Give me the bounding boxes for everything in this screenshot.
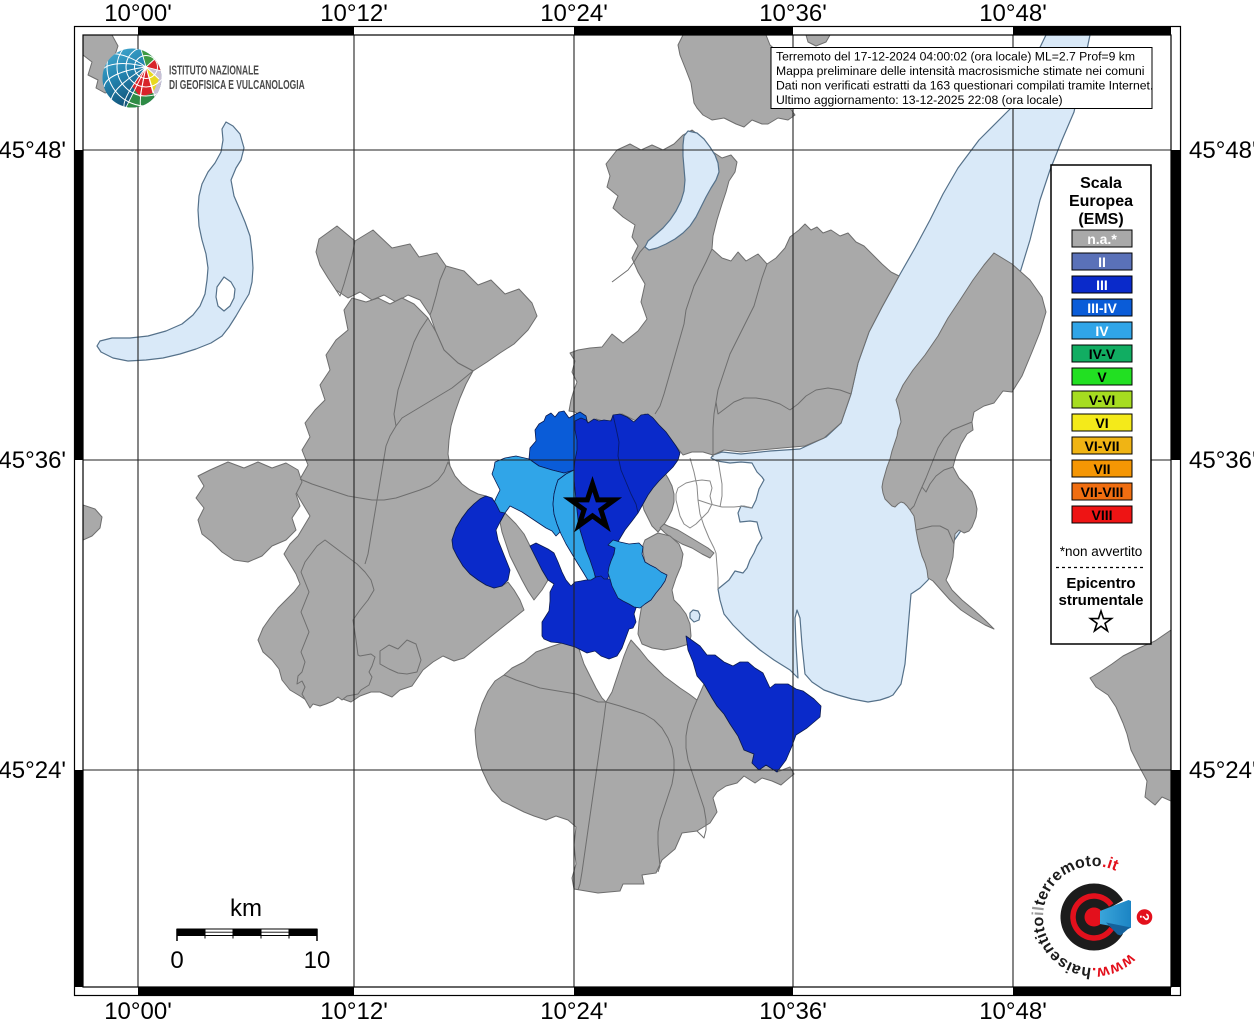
svg-text:II: II xyxy=(1098,254,1106,270)
svg-text:III: III xyxy=(1096,277,1108,293)
svg-text:45°48': 45°48' xyxy=(0,137,66,164)
svg-text:45°24': 45°24' xyxy=(1189,757,1254,784)
svg-text:45°48': 45°48' xyxy=(1189,137,1254,164)
svg-text:10°00': 10°00' xyxy=(104,0,172,27)
svg-text:VII-VIII: VII-VIII xyxy=(1081,484,1124,500)
svg-text:0: 0 xyxy=(170,947,183,974)
svg-text:Terremoto del 17-12-2024 04:00: Terremoto del 17-12-2024 04:00:02 (ora l… xyxy=(776,50,1135,64)
svg-text:10°00': 10°00' xyxy=(104,998,172,1024)
svg-text:10°24': 10°24' xyxy=(540,0,608,27)
svg-text:km: km xyxy=(230,895,262,922)
svg-text:10°12': 10°12' xyxy=(320,998,388,1024)
svg-text:ISTITUTO NAZIONALE: ISTITUTO NAZIONALE xyxy=(169,64,259,78)
svg-text:10°48': 10°48' xyxy=(979,0,1047,27)
svg-text:10: 10 xyxy=(304,947,331,974)
svg-text:V: V xyxy=(1097,369,1107,385)
svg-text:10°48': 10°48' xyxy=(979,998,1047,1024)
svg-text:VI-VII: VI-VII xyxy=(1084,438,1119,454)
svg-text:VIII: VIII xyxy=(1091,507,1112,523)
svg-text:DI GEOFISICA E VULCANOLOGIA: DI GEOFISICA E VULCANOLOGIA xyxy=(169,78,305,92)
svg-text:IV: IV xyxy=(1095,323,1109,339)
svg-text:Scala: Scala xyxy=(1080,175,1122,192)
svg-text:III-IV: III-IV xyxy=(1087,300,1117,316)
svg-text:*non avvertito: *non avvertito xyxy=(1060,544,1143,559)
svg-text:45°24': 45°24' xyxy=(0,757,66,784)
svg-text:Mappa preliminare delle intens: Mappa preliminare delle intensità macros… xyxy=(776,64,1145,78)
svg-text:Dati non verificati estratti d: Dati non verificati estratti da 163 ques… xyxy=(776,79,1153,93)
svg-text:10°24': 10°24' xyxy=(540,998,608,1024)
svg-text:(EMS): (EMS) xyxy=(1078,211,1123,228)
svg-text:Ultimo aggiornamento: 13-12-20: Ultimo aggiornamento: 13-12-2025 22:08 (… xyxy=(776,93,1063,107)
svg-text:V-VI: V-VI xyxy=(1089,392,1115,408)
svg-text:10°36': 10°36' xyxy=(759,998,827,1024)
svg-text:Europea: Europea xyxy=(1069,193,1133,210)
svg-text:45°36': 45°36' xyxy=(0,447,66,474)
svg-text:strumentale: strumentale xyxy=(1058,592,1143,609)
svg-text:VII: VII xyxy=(1093,461,1110,477)
svg-text:n.a.*: n.a.* xyxy=(1087,231,1117,247)
svg-text:45°36': 45°36' xyxy=(1189,447,1254,474)
svg-text:10°36': 10°36' xyxy=(759,0,827,27)
svg-text:10°12': 10°12' xyxy=(320,0,388,27)
svg-text:?: ? xyxy=(1137,913,1152,921)
svg-text:IV-V: IV-V xyxy=(1089,346,1116,362)
svg-text:Epicentro: Epicentro xyxy=(1066,575,1135,592)
svg-text:VI: VI xyxy=(1095,415,1108,431)
